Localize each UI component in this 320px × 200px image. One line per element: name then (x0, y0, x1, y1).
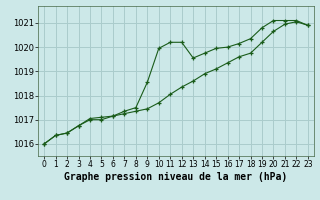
X-axis label: Graphe pression niveau de la mer (hPa): Graphe pression niveau de la mer (hPa) (64, 172, 288, 182)
